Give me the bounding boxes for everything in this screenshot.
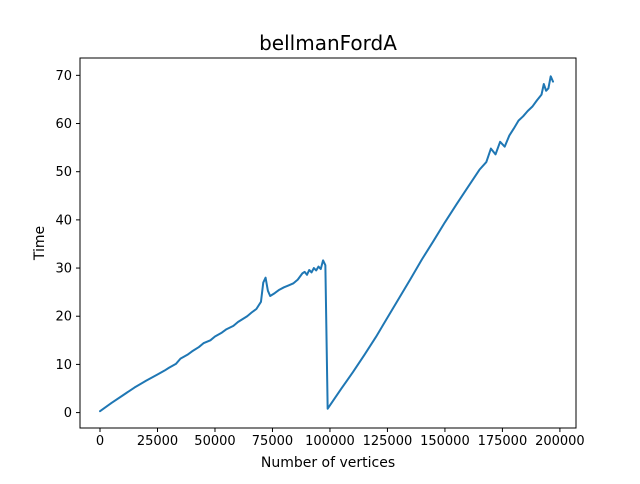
y-tick-label: 0 <box>64 406 72 421</box>
y-axis-ticks: 0 10 20 30 40 50 60 70 <box>55 69 80 421</box>
y-tick-label: 30 <box>55 262 72 277</box>
chart-title: bellmanFordA <box>259 31 397 55</box>
x-tick-label: 175000 <box>478 434 528 449</box>
y-tick-label: 20 <box>55 310 72 325</box>
x-tick-label: 50000 <box>194 434 235 449</box>
y-tick-label: 40 <box>55 213 72 228</box>
series-line <box>99 75 555 413</box>
y-tick-label: 70 <box>55 69 72 84</box>
x-tick-label: 0 <box>96 434 104 449</box>
x-tick-label: 75000 <box>252 434 293 449</box>
x-axis-label: Number of vertices <box>261 455 395 471</box>
x-tick-label: 150000 <box>420 434 470 449</box>
y-tick-label: 10 <box>55 358 72 373</box>
y-tick-label: 60 <box>55 117 72 132</box>
axes-frame <box>79 57 577 429</box>
plot-area <box>99 75 555 413</box>
x-tick-label: 125000 <box>363 434 413 449</box>
y-tick-label: 50 <box>55 165 72 180</box>
y-axis-label: Time <box>32 226 48 261</box>
x-tick-label: 100000 <box>305 434 355 449</box>
x-tick-label: 25000 <box>137 434 178 449</box>
x-axis-ticks: 0 25000 50000 75000 100000 125000 150000 175000… <box>96 428 585 449</box>
x-tick-label: 200000 <box>535 434 585 449</box>
